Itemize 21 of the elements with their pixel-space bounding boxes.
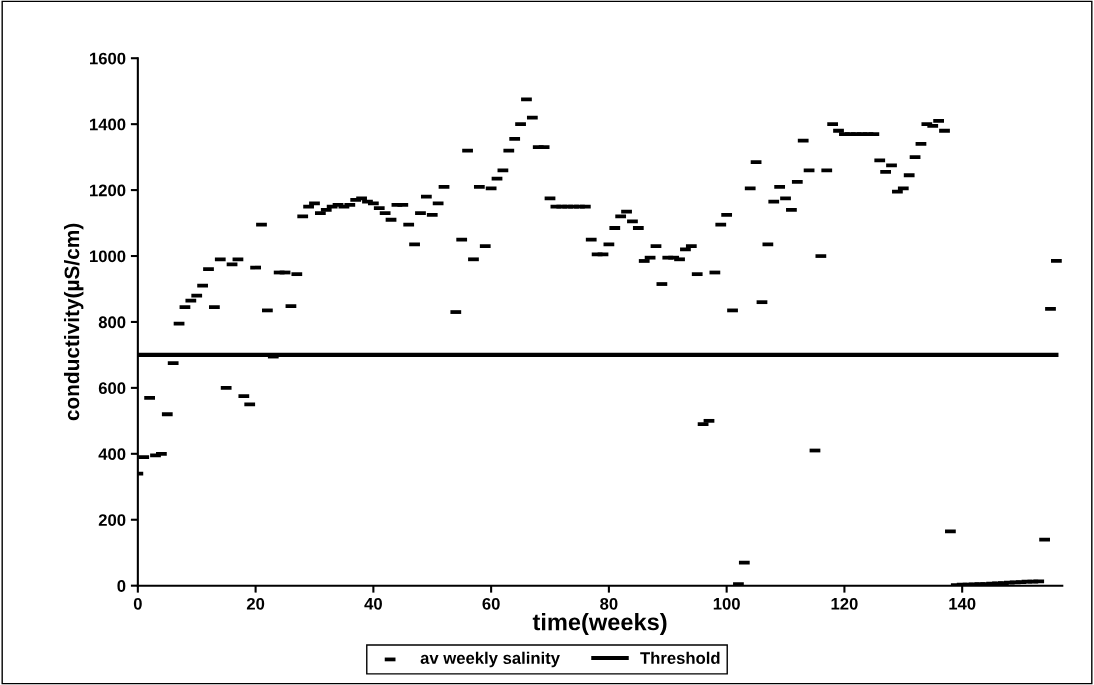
x-tick-label: 100: [713, 597, 740, 610]
x-tick-label: 40: [364, 597, 382, 610]
legend-label: Threshold: [640, 651, 720, 664]
y-tick-label: 1000: [90, 250, 126, 263]
y-tick-label: 200: [98, 514, 126, 526]
x-tick-label: 120: [831, 597, 858, 610]
x-tick-label: 60: [482, 597, 500, 610]
legend-label: av weekly salinity: [420, 651, 560, 668]
y-tick-label: 1600: [90, 52, 126, 65]
x-tick-label: 80: [600, 597, 618, 610]
x-tick-label: 20: [246, 597, 265, 610]
y-tick-label: 600: [98, 382, 126, 395]
x-tick-label: 140: [949, 597, 976, 610]
x-axis-title: time(weeks): [532, 613, 667, 636]
y-axis-title: conductivity(µS/cm): [63, 223, 84, 421]
y-tick-label: 400: [98, 448, 126, 461]
x-tick-label: 0: [133, 597, 142, 610]
y-tick-label: 1400: [90, 118, 126, 131]
y-tick-label: 800: [98, 316, 126, 329]
y-tick-label: 0: [117, 580, 126, 592]
y-tick-label: 1200: [90, 184, 126, 197]
